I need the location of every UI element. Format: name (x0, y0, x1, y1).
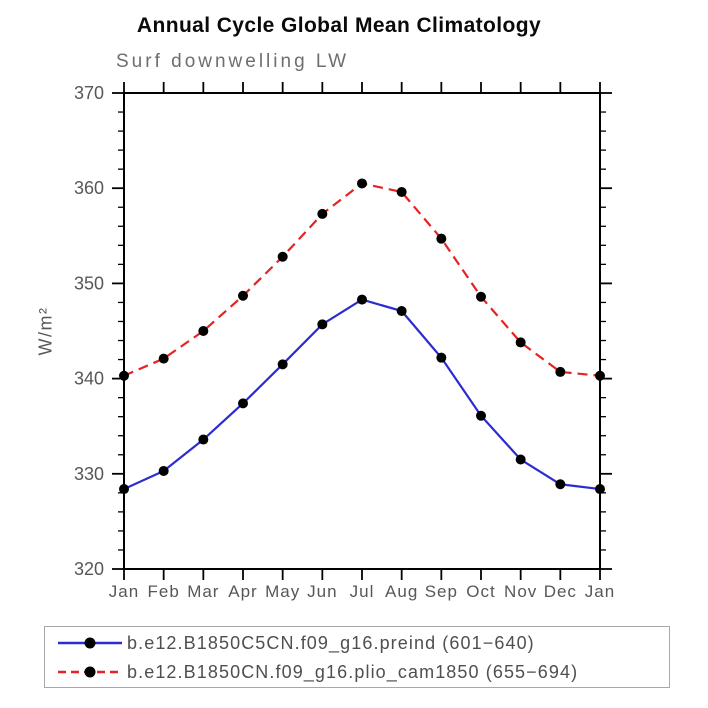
legend-label-preind: b.e12.B1850C5CN.f09_g16.preind (601−640) (127, 632, 535, 653)
chart-subtitle: Surf downwelling LW (116, 51, 350, 72)
y-tick-label: 320 (74, 559, 104, 579)
legend-line-sample-plio (58, 666, 122, 677)
series-line-1 (123, 182, 601, 377)
chart-title: Annual Cycle Global Mean Climatology (136, 14, 542, 37)
plot-frame (123, 92, 601, 570)
legend-sample-marker-icon (84, 637, 96, 648)
data-point-marker-0 (396, 306, 407, 317)
legend-label-plio: b.e12.B1850CN.f09_g16.plio_cam1850 (655−… (127, 661, 579, 682)
data-point-marker-1 (119, 370, 129, 381)
data-point-marker-0 (238, 398, 248, 409)
data-point-marker-1 (595, 370, 605, 381)
legend-entry-plio: b.e12.B1850CN.f09_g16.plio_cam1850 (655−… (55, 657, 669, 686)
data-point-marker-1 (515, 337, 526, 348)
x-tick-label: Nov (504, 582, 537, 601)
x-tick-label: May (265, 582, 300, 601)
legend-entry-preind: b.e12.B1850C5CN.f09_g16.preind (601−640) (55, 628, 669, 657)
data-point-marker-0 (357, 294, 367, 305)
data-point-marker-1 (158, 353, 169, 364)
series-line-0 (123, 298, 601, 491)
x-tick-label: Jun (307, 582, 337, 601)
x-tick-label: Sep (425, 582, 458, 601)
legend-box: b.e12.B1850C5CN.f09_g16.preind (601−640)… (44, 626, 670, 688)
data-point-marker-1 (277, 251, 288, 262)
x-tick-label: Aug (385, 582, 418, 601)
data-point-marker-0 (198, 434, 209, 445)
y-tick-label: 370 (74, 83, 104, 103)
x-tick-label: Dec (544, 582, 577, 601)
x-tick-label: Jan (585, 582, 615, 601)
y-tick-label: 350 (74, 273, 104, 293)
x-tick-label: Oct (466, 582, 495, 601)
y-tick-label: 360 (74, 178, 104, 198)
data-point-marker-0 (277, 359, 288, 370)
data-point-marker-1 (555, 366, 566, 377)
x-tick-label: Apr (228, 582, 257, 601)
legend-line-sample-preind (58, 637, 122, 648)
data-point-marker-1 (317, 208, 328, 219)
x-tick-label: Mar (187, 582, 219, 601)
data-point-marker-0 (476, 410, 486, 421)
data-point-marker-1 (436, 233, 447, 244)
data-point-marker-0 (515, 454, 526, 465)
x-tick-label: Jan (109, 582, 139, 601)
data-point-marker-0 (555, 479, 566, 490)
y-tick-label: 340 (74, 369, 104, 389)
data-point-marker-1 (476, 291, 486, 302)
x-tick-label: Feb (148, 582, 180, 601)
x-tick-label: Jul (350, 582, 375, 601)
y-tick-label: 330 (74, 464, 104, 484)
data-point-marker-0 (436, 352, 447, 363)
data-point-marker-0 (158, 465, 169, 476)
data-point-marker-0 (317, 319, 328, 330)
data-point-marker-1 (396, 187, 407, 198)
data-point-marker-0 (119, 484, 129, 495)
data-point-marker-1 (357, 178, 367, 189)
data-point-marker-1 (198, 326, 209, 336)
data-point-marker-0 (595, 484, 605, 495)
data-point-marker-1 (238, 290, 248, 301)
legend-sample-marker-icon (84, 666, 96, 677)
